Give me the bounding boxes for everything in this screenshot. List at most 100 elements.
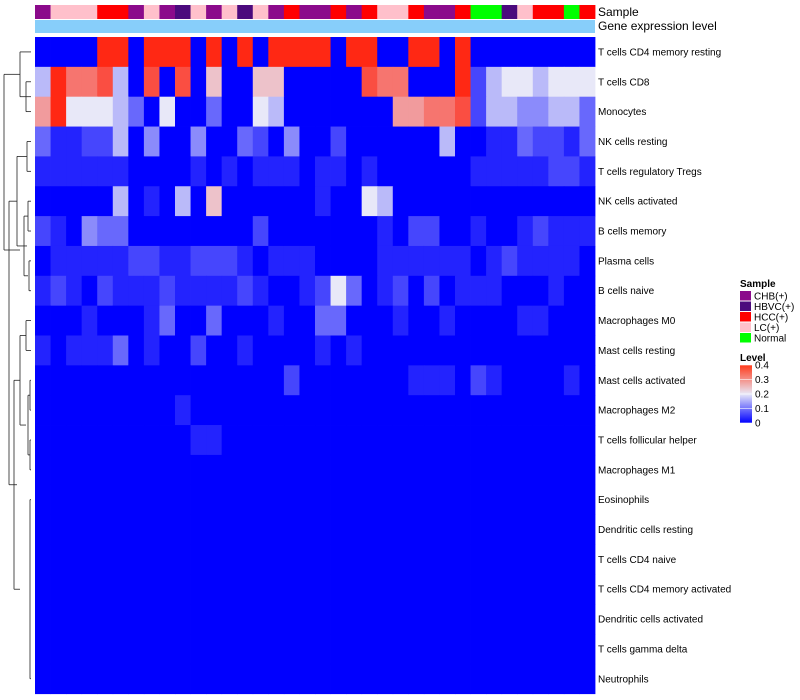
heatmap-cell [330,96,347,127]
heatmap-cell [486,634,503,665]
heatmap-cell [128,663,145,695]
heatmap-cell [315,634,331,665]
heatmap-cell [532,66,549,98]
heatmap-cell [268,186,285,217]
heatmap-cell [517,395,534,426]
heatmap-cell [486,186,503,217]
heatmap-cell [143,514,160,545]
heatmap-cell [97,365,114,396]
heatmap-cell [455,365,471,396]
heatmap-cell [517,96,534,127]
heatmap-cell [455,574,471,605]
heatmap-cell [377,66,394,98]
heatmap-cell [268,365,285,396]
heatmap-cell [377,216,394,247]
expression-annotation-bar [35,20,595,33]
heatmap-cell [175,37,191,68]
sample-annotation-cell [206,5,223,19]
heatmap-cell [159,663,176,695]
heatmap-cell [221,96,238,127]
heatmap-cell [486,514,503,545]
heatmap-cell [361,395,378,426]
heatmap-cell [408,245,425,277]
heatmap-cell [455,96,471,127]
heatmap-cell [392,365,409,396]
heatmap-cell [486,454,503,486]
heatmap-cell [315,454,331,486]
heatmap-cell [439,156,456,187]
heatmap-cell [143,634,160,665]
heatmap-cell [206,604,223,635]
heatmap-cell [486,604,503,635]
heatmap-cell [486,216,503,247]
heatmap-cell [486,365,503,396]
heatmap-cell [455,604,471,635]
heatmap-cell [330,335,347,366]
heatmap-cell [548,37,565,68]
heatmap-cell [377,604,394,635]
heatmap-cell [532,216,549,247]
heatmap-cell [159,96,176,127]
heatmap-cell [548,126,565,157]
heatmap-cell [563,66,580,98]
heatmap-cell [128,245,145,277]
heatmap-cell [455,156,471,187]
heatmap-cell [221,335,238,366]
row-label: T cells CD4 memory activated [598,585,731,596]
heatmap-cell [346,544,363,575]
heatmap-cell [299,37,316,68]
sample-annotation-cell [548,5,565,19]
sample-annotation-cell [377,5,394,19]
heatmap-cell [50,663,67,695]
heatmap-cell [439,126,456,157]
heatmap-cell [66,544,83,575]
heatmap-cell [35,66,51,98]
heatmap-cell [377,574,394,605]
heatmap-cell [221,425,238,456]
heatmap-cell [501,156,518,187]
heatmap-cell [190,186,207,217]
heatmap-cell [268,96,285,127]
heatmap-cell [97,216,114,247]
heatmap-cell [486,275,503,307]
heatmap-cell [50,96,67,127]
heatmap-cell [470,544,487,575]
heatmap-cell [283,66,300,98]
sample-annotation-cell [330,5,347,19]
row-label: T cells CD4 naive [598,555,677,566]
heatmap-cell [439,66,456,98]
heatmap-cell [252,216,269,247]
heatmap-cell [66,245,83,277]
heatmap-cell [423,574,440,605]
heatmap-cell [299,335,316,366]
heatmap-cell [361,574,378,605]
heatmap-cell [252,126,269,157]
heatmap-cell [423,37,440,68]
heatmap-cell [486,544,503,575]
heatmap-cell [50,275,67,307]
heatmap-cell [532,395,549,426]
heatmap-cell [175,96,191,127]
heatmap-cell [97,484,114,515]
heatmap-cell [190,365,207,396]
heatmap-cell [159,37,176,68]
heatmap-cell [501,335,518,366]
heatmap-cell [361,66,378,98]
heatmap-cell [268,425,285,456]
heatmap-cell [81,544,98,575]
heatmap-cell [517,186,534,217]
heatmap-cell [283,454,300,486]
sample-annotation-cell [299,5,316,19]
sample-annotation-cell [283,5,300,19]
heatmap-cell [252,37,269,68]
heatmap-cell [486,245,503,277]
heatmap-cell [221,66,238,98]
heatmap-cell [346,216,363,247]
heatmap-cell [579,634,596,665]
heatmap-cell [221,454,238,486]
heatmap-cell [143,544,160,575]
heatmap-cell [112,216,129,247]
heatmap-cell [97,66,114,98]
heatmap-cell [517,544,534,575]
heatmap-cell [128,96,145,127]
